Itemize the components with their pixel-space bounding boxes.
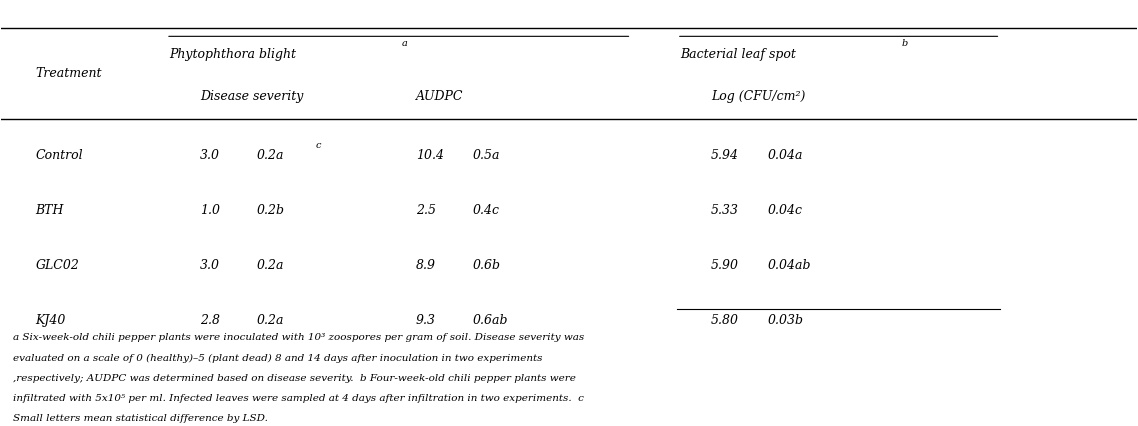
Text: 5.33: 5.33 bbox=[711, 204, 739, 217]
Text: 10.4: 10.4 bbox=[415, 149, 444, 162]
Text: Log (CFU/cm²): Log (CFU/cm²) bbox=[711, 90, 806, 103]
Text: a: a bbox=[402, 39, 409, 48]
Text: Control: Control bbox=[35, 149, 83, 162]
Text: 0.2a: 0.2a bbox=[257, 149, 284, 162]
Text: 2.5: 2.5 bbox=[415, 204, 436, 217]
Text: 0.5a: 0.5a bbox=[472, 149, 500, 162]
Text: 9.3: 9.3 bbox=[415, 314, 436, 326]
Text: 2.8: 2.8 bbox=[200, 314, 220, 326]
Text: 0.04ab: 0.04ab bbox=[768, 259, 811, 271]
Text: evaluated on a scale of 0 (healthy)–5 (plant dead) 8 and 14 days after inoculati: evaluated on a scale of 0 (healthy)–5 (p… bbox=[13, 353, 542, 362]
Text: Small letters mean statistical difference by LSD.: Small letters mean statistical differenc… bbox=[13, 414, 267, 423]
Text: Disease severity: Disease severity bbox=[200, 90, 304, 103]
Text: 0.4c: 0.4c bbox=[472, 204, 500, 217]
Text: infiltrated with 5x10⁵ per ml. Infected leaves were sampled at 4 days after infi: infiltrated with 5x10⁵ per ml. Infected … bbox=[13, 393, 584, 402]
Text: Bacterial leaf spot: Bacterial leaf spot bbox=[681, 48, 797, 60]
Text: 0.03b: 0.03b bbox=[768, 314, 803, 326]
Text: AUDPC: AUDPC bbox=[415, 90, 463, 103]
Text: 0.2b: 0.2b bbox=[257, 204, 284, 217]
Text: b: b bbox=[901, 39, 908, 48]
Text: ,respectively; AUDPC was determined based on disease severity.  b Four-week-old : ,respectively; AUDPC was determined base… bbox=[13, 373, 576, 382]
Text: 3.0: 3.0 bbox=[200, 149, 220, 162]
Text: BTH: BTH bbox=[35, 204, 64, 217]
Text: 0.04a: 0.04a bbox=[768, 149, 803, 162]
Text: Treatment: Treatment bbox=[35, 66, 102, 80]
Text: a Six-week-old chili pepper plants were inoculated with 10³ zoospores per gram o: a Six-week-old chili pepper plants were … bbox=[13, 333, 584, 342]
Text: 3.0: 3.0 bbox=[200, 259, 220, 271]
Text: 0.2a: 0.2a bbox=[257, 314, 284, 326]
Text: 8.9: 8.9 bbox=[415, 259, 436, 271]
Text: 0.04c: 0.04c bbox=[768, 204, 802, 217]
Text: 1.0: 1.0 bbox=[200, 204, 220, 217]
Text: c: c bbox=[316, 140, 321, 149]
Text: 0.6ab: 0.6ab bbox=[472, 314, 508, 326]
Text: 5.94: 5.94 bbox=[711, 149, 739, 162]
Text: 0.2a: 0.2a bbox=[257, 259, 284, 271]
Text: 0.6b: 0.6b bbox=[472, 259, 501, 271]
Text: 5.80: 5.80 bbox=[711, 314, 739, 326]
Text: KJ40: KJ40 bbox=[35, 314, 66, 326]
Text: 5.90: 5.90 bbox=[711, 259, 739, 271]
Text: Phytophthora blight: Phytophthora blight bbox=[170, 48, 296, 60]
Text: GLC02: GLC02 bbox=[35, 259, 80, 271]
